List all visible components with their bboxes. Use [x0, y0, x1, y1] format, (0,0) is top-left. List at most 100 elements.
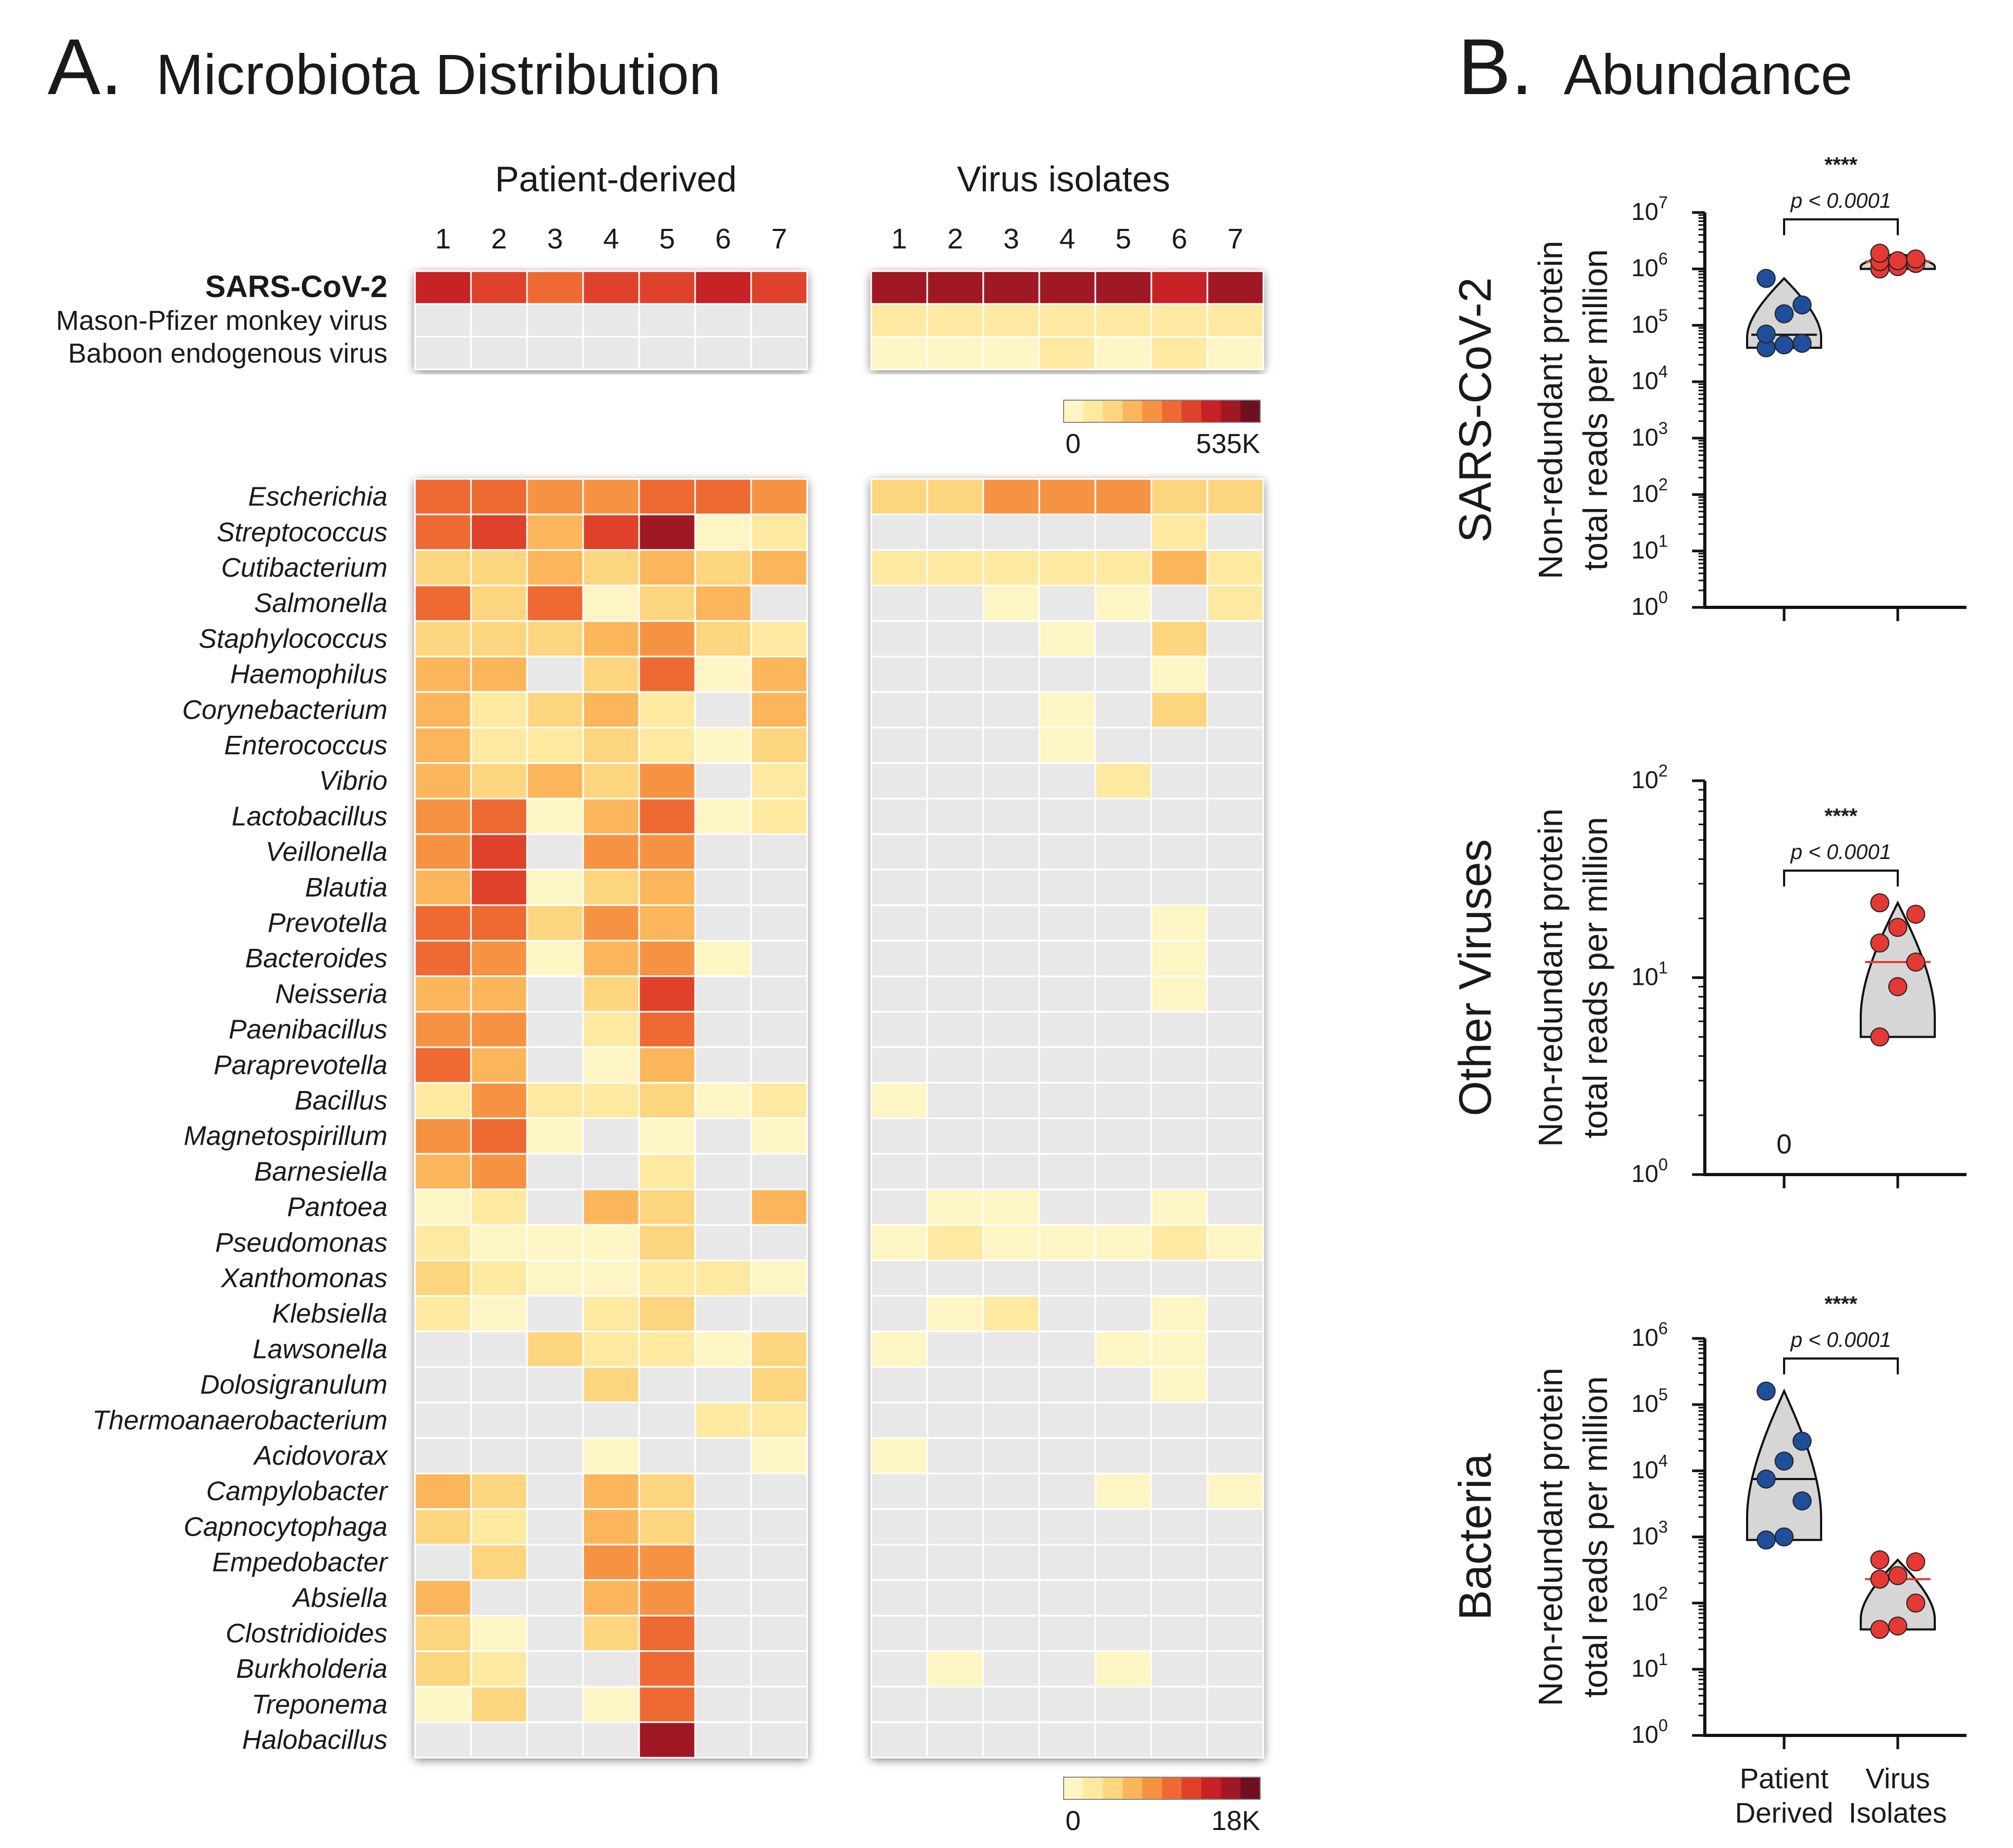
group-title-patient: Patient-derived [495, 159, 736, 199]
heatmap-cell [414, 513, 472, 551]
row-label-halobacillus: Halobacillus [242, 1725, 387, 1755]
heatmap-cell [694, 620, 752, 658]
heatmap-cell [638, 940, 696, 977]
heatmap-cell [1150, 798, 1208, 835]
heatmap-cell [1150, 1614, 1208, 1652]
y-tick-label: 101 [1631, 1650, 1668, 1682]
heatmap-cell [638, 1082, 696, 1120]
heatmap-cell [470, 1473, 528, 1510]
heatmap-cell [694, 833, 752, 871]
heatmap-cell [870, 1259, 928, 1297]
heatmap-cell [414, 1544, 472, 1581]
panel-a-letter: A. [48, 22, 123, 111]
heatmap-cell [1094, 904, 1152, 942]
heatmap-cell [638, 513, 696, 551]
y-tick-label: 101 [1631, 958, 1668, 991]
colorbar-swatch [1142, 400, 1162, 422]
heatmap-cell [414, 868, 472, 906]
heatmap-cell [750, 620, 808, 658]
heatmap-cell [982, 1295, 1040, 1333]
heatmap-cell [694, 336, 752, 371]
row-label-capnocytophaga: Capnocytophaga [183, 1511, 387, 1541]
heatmap-cell [870, 1437, 928, 1475]
heatmap-cell [414, 726, 472, 764]
heatmap-cell [926, 513, 984, 551]
heatmap-cell [750, 798, 808, 835]
data-point-isolate [1888, 1616, 1907, 1636]
heatmap-cell [982, 762, 1040, 800]
heatmap-cell [926, 726, 984, 764]
heatmap-cell [750, 1614, 808, 1652]
heatmap-cell [694, 303, 752, 338]
heatmap-cell [926, 1686, 984, 1723]
heatmap-cell [1094, 726, 1152, 764]
heatmap-cell [1150, 1188, 1208, 1226]
heatmap-cell [526, 1686, 584, 1723]
heatmap-cell [470, 904, 528, 942]
colorbar-swatch [1142, 1777, 1162, 1799]
heatmap-cell [870, 1579, 928, 1616]
heatmap-cell [1038, 1579, 1096, 1616]
row-label-bacteroides: Bacteroides [245, 943, 387, 973]
heatmap-cell [926, 655, 984, 693]
heatmap-cell [414, 303, 472, 338]
data-point-isolate [1906, 1593, 1925, 1613]
data-point-patient [1757, 269, 1776, 288]
heatmap-cell [926, 1366, 984, 1403]
heatmap-cell [638, 336, 696, 371]
heatmap-cell [982, 868, 1040, 906]
heatmap-cell [926, 620, 984, 658]
heatmap-cell [694, 1011, 752, 1048]
plot-title-sars-cov-2-abundance: SARS-CoV-2 [1450, 278, 1501, 543]
heatmap-cell [470, 1117, 528, 1155]
row-label-escherichia: Escherichia [248, 482, 387, 512]
heatmap-cell [470, 549, 528, 587]
colorbar-swatch [1083, 1777, 1103, 1799]
heatmap-cell [1094, 303, 1152, 338]
heatmap-cell [926, 1437, 984, 1475]
heatmap-cell [694, 1082, 752, 1120]
heatmap-cell [414, 762, 472, 800]
heatmap-cell [870, 1544, 928, 1581]
heatmap-cell [1150, 478, 1208, 515]
row-label-salmonella: Salmonella [254, 588, 387, 618]
heatmap-cell [926, 1295, 984, 1333]
heatmap-cell [982, 1366, 1040, 1403]
heatmap-cell [870, 585, 928, 622]
heatmap-cell [414, 1046, 472, 1084]
heatmap-cell [638, 1117, 696, 1155]
heatmap-cell [750, 513, 808, 551]
heatmap-cell [638, 1614, 696, 1652]
heatmap-cell [526, 833, 584, 871]
heatmap-cell [638, 270, 696, 305]
data-point-patient [1775, 1527, 1794, 1547]
heatmap-cell [526, 1295, 584, 1333]
heatmap-cell [1094, 1259, 1152, 1297]
data-point-isolate [1906, 249, 1925, 269]
data-point-patient [1775, 1452, 1794, 1471]
column-label-patient-5: 5 [659, 223, 675, 255]
panel-a-title: Microbiota Distribution [156, 42, 721, 106]
y-tick-exponent: 2 [1658, 475, 1668, 494]
heatmap-cell [870, 1046, 928, 1084]
heatmap-cell [926, 1508, 984, 1546]
heatmap-cell [694, 726, 752, 764]
heatmap-cell [750, 726, 808, 764]
heatmap-cell [926, 478, 984, 515]
heatmap-cell [638, 1508, 696, 1546]
heatmap-cell [526, 798, 584, 835]
heatmap-cell [1206, 1259, 1264, 1297]
heatmap-cell [526, 1508, 584, 1546]
heatmap-cell [638, 1224, 696, 1261]
heatmap-cell [414, 1437, 472, 1475]
y-tick-exponent: 4 [1658, 362, 1668, 381]
heatmap-cell [750, 655, 808, 693]
heatmap-cell [582, 691, 640, 728]
heatmap-cell [638, 1401, 696, 1439]
heatmap-cell [982, 940, 1040, 977]
heatmap-cell [1150, 1330, 1208, 1368]
data-point-isolate [1906, 953, 1925, 972]
heatmap-cell [694, 1330, 752, 1368]
